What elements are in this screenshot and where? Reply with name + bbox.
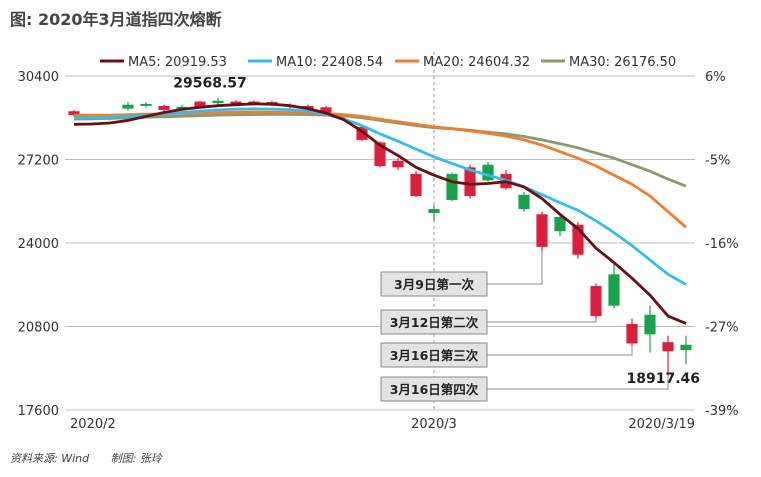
candle-body [446,173,458,200]
y-right-tick-label: 6% [705,70,726,85]
callout-box [380,342,488,368]
y-right-tick-label: -5% [705,154,730,169]
x-tick-label: 2020/3/19 [628,417,695,432]
candle-body [176,106,188,109]
callout-leader-line [487,375,669,390]
y-left-tick-label: 24000 [18,237,59,252]
source-text: 资料来源: Wind [10,452,90,465]
axes: 30400 6% 27200 -5% 24000 -16% 20800 -27% 17600 -3… [18,70,739,432]
candle-body [572,224,584,255]
callout-leader-line [487,250,543,285]
candle-body [320,107,332,114]
candle-body [194,101,206,107]
callout-label: 3月16日第四次 [390,382,479,397]
candle-body [122,104,134,109]
candle-body [464,167,476,197]
candle-body [536,214,548,247]
candle-body [212,100,224,104]
footnote: 资料来源: Wind 制图: 张玲 [10,450,180,466]
candle-body [626,323,638,344]
candle-body [662,342,674,352]
ma10-line [74,107,687,286]
x-tick-label: 2020/2 [70,417,116,432]
candle-body [140,103,152,106]
callout-box [380,376,488,402]
y-right-tick-label: -16% [705,237,739,252]
y-left-tick-label: 30400 [18,70,59,85]
moving-average-lines [73,102,687,325]
candles [68,97,692,376]
legend-label-ma30: MA30: 26176.50 [569,55,676,70]
y-right-tick-label: -27% [705,321,739,336]
legend-label-ma10: MA10: 22408.54 [276,55,383,70]
candle-body [410,173,422,197]
candle-body [428,209,440,213]
grid-lines [65,52,695,411]
low-value-label: 18917.46 [626,371,700,387]
ma5-line [73,102,687,325]
candle-body [374,142,386,167]
candle-body [158,106,170,110]
candle-body [68,111,80,116]
candle-body [230,101,242,104]
high-value-label: 29568.57 [173,76,247,92]
y-left-tick-label: 20800 [18,321,59,336]
candle-body [356,126,368,140]
candle-body [392,160,404,168]
callout-leader-line [487,346,633,356]
callout-leader-line [487,318,597,323]
candle-body [482,164,494,181]
y-left-tick-label: 27200 [18,154,59,169]
y-left-tick-label: 17600 [18,404,59,419]
candle-body [680,344,692,350]
credit-text: 制图: 张玲 [110,452,162,465]
annotations: 29568.57 18917.46 3月9日第一次 3月12日第二次 3月16日第三次 3… [173,76,700,402]
callout-label: 3月16日第三次 [390,348,479,363]
legend-label-ma20: MA20: 24604.32 [423,55,530,70]
x-tick-label: 2020/3 [411,417,457,432]
candle-body [590,286,602,317]
callout-label: 3月12日第二次 [390,315,479,330]
candle-body [644,314,656,335]
candle-body [608,274,620,306]
legend-label-ma5: MA5: 20919.53 [128,55,227,70]
y-right-tick-label: -39% [705,404,739,419]
chart-title: 图: 2020年3月道指四次熔断 [10,10,222,29]
ma20-line [74,110,687,229]
callout-box [380,271,488,297]
candle-body [518,194,530,210]
legend: MA5: 20919.53 MA10: 22408.54 MA20: 24604.3… [100,55,676,70]
callout-label: 3月9日第一次 [394,277,474,292]
callout-box [380,309,488,335]
candle-body [554,216,566,232]
